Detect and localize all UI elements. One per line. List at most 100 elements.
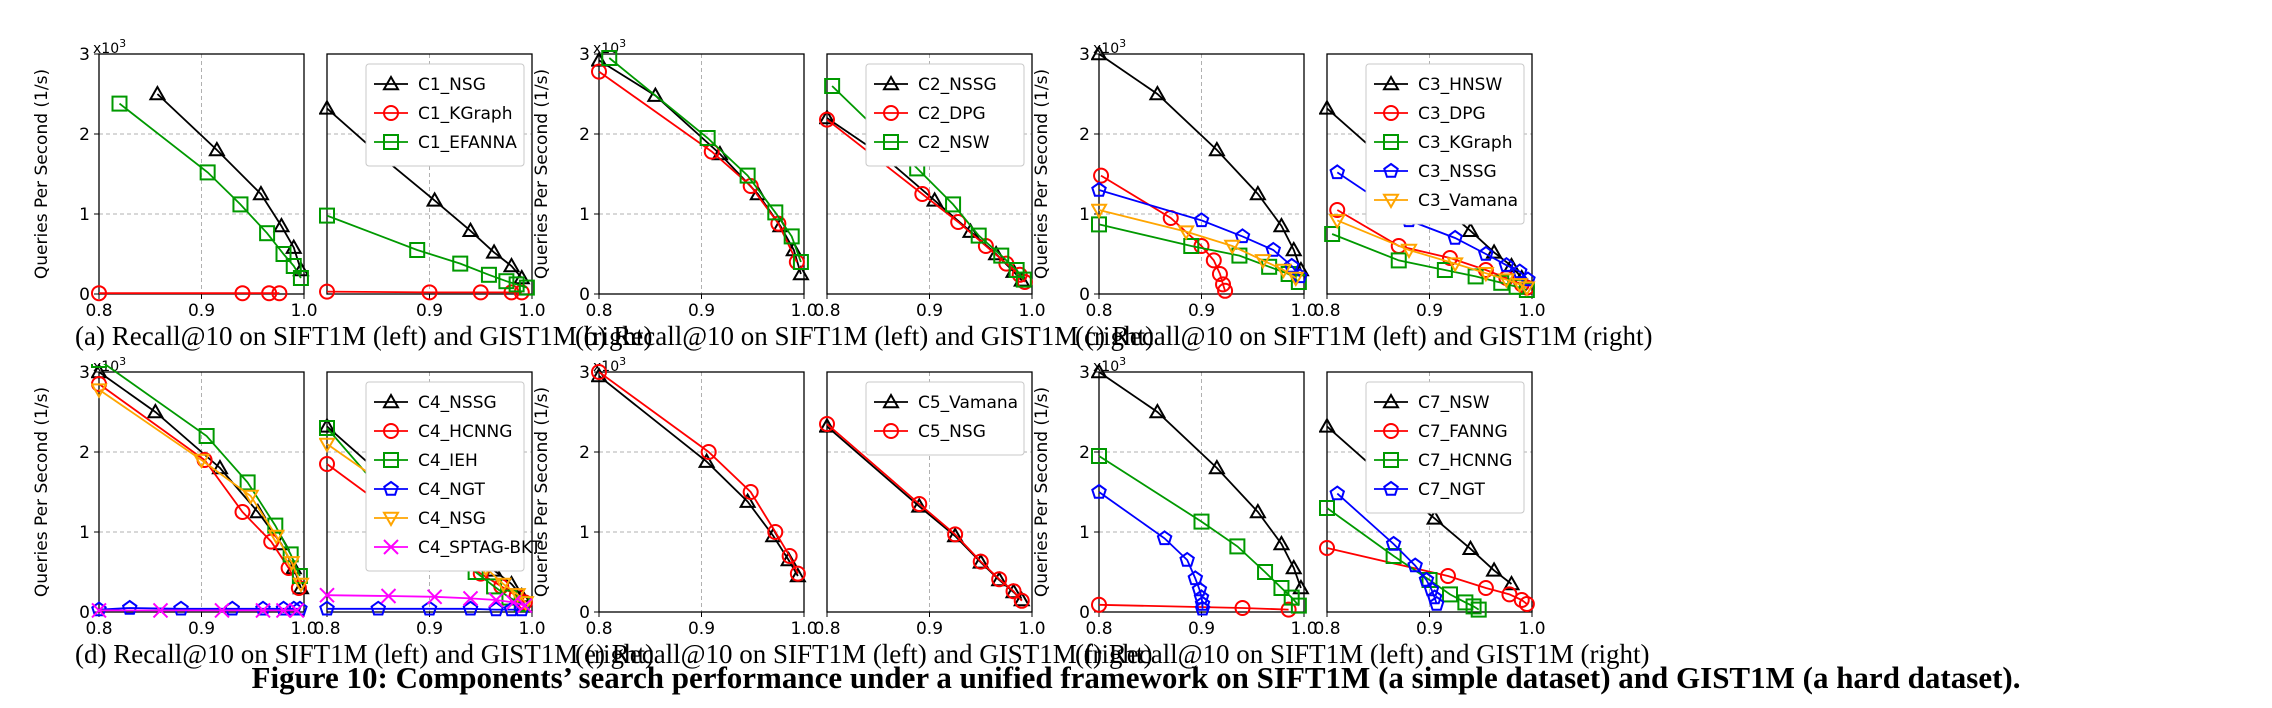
legend-label: C1_NSG xyxy=(418,75,486,95)
y-tick-label: 1 xyxy=(79,523,90,543)
panel-gist1m: 0.8 0.9 1.0C3_HNSWC3_DPGC3_KGraphC3_NSSGC3… xyxy=(1313,53,1546,321)
y-tick-label: 3 xyxy=(579,45,590,65)
y-tick-label: 2 xyxy=(579,443,590,463)
data-point xyxy=(1400,243,1418,260)
data-point xyxy=(1215,276,1232,293)
data-point xyxy=(232,196,249,213)
scale-exponent: 3 xyxy=(119,355,126,368)
data-point xyxy=(1502,574,1521,591)
data-point xyxy=(1319,99,1336,115)
data-point xyxy=(272,216,291,233)
data-point xyxy=(1285,240,1303,257)
data-point xyxy=(1439,568,1456,584)
data-point xyxy=(1477,580,1494,596)
data-point xyxy=(1156,530,1173,546)
x-tick-label: 0.8 xyxy=(85,301,112,321)
data-point xyxy=(1193,212,1210,228)
data-point xyxy=(1497,273,1516,289)
data-point xyxy=(425,191,444,207)
data-point xyxy=(261,285,278,302)
data-point xyxy=(1005,583,1022,600)
data-point xyxy=(591,63,607,80)
legend-label: C7_NGT xyxy=(1418,480,1485,500)
x-tick-label: 0.8 xyxy=(585,301,612,321)
data-point xyxy=(1461,221,1480,238)
data-point xyxy=(480,266,497,283)
legend-marker xyxy=(1382,392,1400,409)
series-line xyxy=(1336,219,1528,289)
data-point xyxy=(1234,228,1251,244)
data-point xyxy=(282,556,301,572)
data-point xyxy=(148,84,167,101)
data-point xyxy=(91,285,107,302)
legend-marker xyxy=(383,539,399,555)
series-C4_NGT xyxy=(91,599,308,617)
data-point xyxy=(1013,590,1031,607)
data-point xyxy=(739,167,756,184)
data-point xyxy=(485,243,503,259)
data-point xyxy=(742,484,759,500)
data-point xyxy=(91,383,108,399)
series-C7_FANNG xyxy=(1319,540,1535,612)
data-point xyxy=(1329,202,1346,218)
data-point xyxy=(1447,229,1463,245)
data-point xyxy=(1208,458,1226,475)
series-line xyxy=(326,214,528,289)
series-C1_KGraph xyxy=(319,283,530,301)
data-point xyxy=(925,191,944,207)
data-point xyxy=(1091,483,1107,499)
data-point xyxy=(517,597,533,614)
data-point xyxy=(1015,271,1032,288)
y-tick-label: 3 xyxy=(1079,45,1090,65)
data-point xyxy=(1319,500,1335,516)
data-point xyxy=(1329,485,1346,501)
subfigure-a: Queries Per Second (1/s) x103 0 1 2 3 0.8 0.9 1.… xyxy=(32,37,653,351)
panel-gist1m: 0.8 0.9 1.0C4_NSSGC4_HCNNGC4_IEHC4_NGTC4_N… xyxy=(313,371,546,639)
x-tick-label: 0.9 xyxy=(416,301,443,321)
series-C7_HCNNG xyxy=(1091,448,1307,614)
legend-marker xyxy=(883,105,899,121)
legend-label: C4_NGT xyxy=(418,480,485,500)
data-point xyxy=(819,108,836,125)
series-C7_NGT xyxy=(1329,485,1445,611)
data-point xyxy=(1211,266,1228,282)
series-line xyxy=(831,85,1025,281)
data-point xyxy=(1478,245,1494,261)
data-point xyxy=(1426,589,1443,605)
x-tick-label: 1.0 xyxy=(1290,619,1317,639)
data-point xyxy=(972,553,989,570)
y-tick-label: 0 xyxy=(79,603,90,623)
data-point xyxy=(1016,274,1033,290)
data-point xyxy=(275,602,292,619)
series-C2_NSSG xyxy=(591,51,810,281)
series-line xyxy=(156,93,302,271)
data-point xyxy=(1223,239,1241,256)
y-axis-label: Queries Per Second (1/s) xyxy=(532,69,552,279)
data-point xyxy=(1187,570,1204,586)
data-point xyxy=(502,256,521,273)
x-tick-label: 1.0 xyxy=(1518,619,1545,639)
legend-marker xyxy=(882,74,900,91)
data-point xyxy=(462,600,479,616)
y-axis-label: Queries Per Second (1/s) xyxy=(1032,387,1052,597)
legend-box xyxy=(1365,381,1525,514)
data-point xyxy=(421,600,438,616)
data-point xyxy=(1442,586,1458,603)
data-point xyxy=(1179,551,1195,567)
data-point xyxy=(1177,225,1195,241)
y-tick-label: 1 xyxy=(579,523,590,543)
legend-marker xyxy=(1383,423,1399,439)
legend-box xyxy=(865,63,1025,167)
x-tick-label: 0.8 xyxy=(1313,619,1340,639)
data-point xyxy=(152,602,169,619)
legend: C4_NSSG C4_HCNNG C4_IEH C4_NGT C4_NSG C4_SPTA… xyxy=(365,381,542,572)
legend-label: C2_DPG xyxy=(918,104,986,124)
series-line xyxy=(598,371,799,574)
y-tick-label: 1 xyxy=(1079,205,1090,225)
legend-label: C5_NSG xyxy=(918,422,986,442)
data-point xyxy=(289,602,305,619)
legend-box xyxy=(365,63,525,167)
data-point xyxy=(192,453,211,470)
data-point xyxy=(421,284,438,301)
x-tick-label: 1.0 xyxy=(790,619,817,639)
